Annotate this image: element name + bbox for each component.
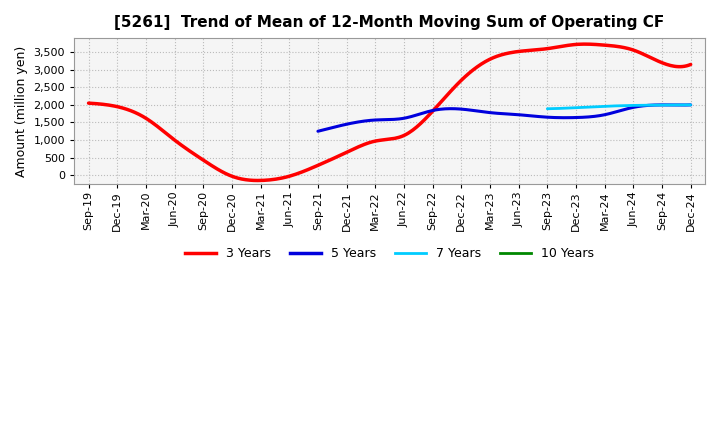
Legend: 3 Years, 5 Years, 7 Years, 10 Years: 3 Years, 5 Years, 7 Years, 10 Years bbox=[180, 242, 599, 265]
Y-axis label: Amount (million yen): Amount (million yen) bbox=[15, 45, 28, 177]
Title: [5261]  Trend of Mean of 12-Month Moving Sum of Operating CF: [5261] Trend of Mean of 12-Month Moving … bbox=[114, 15, 665, 30]
